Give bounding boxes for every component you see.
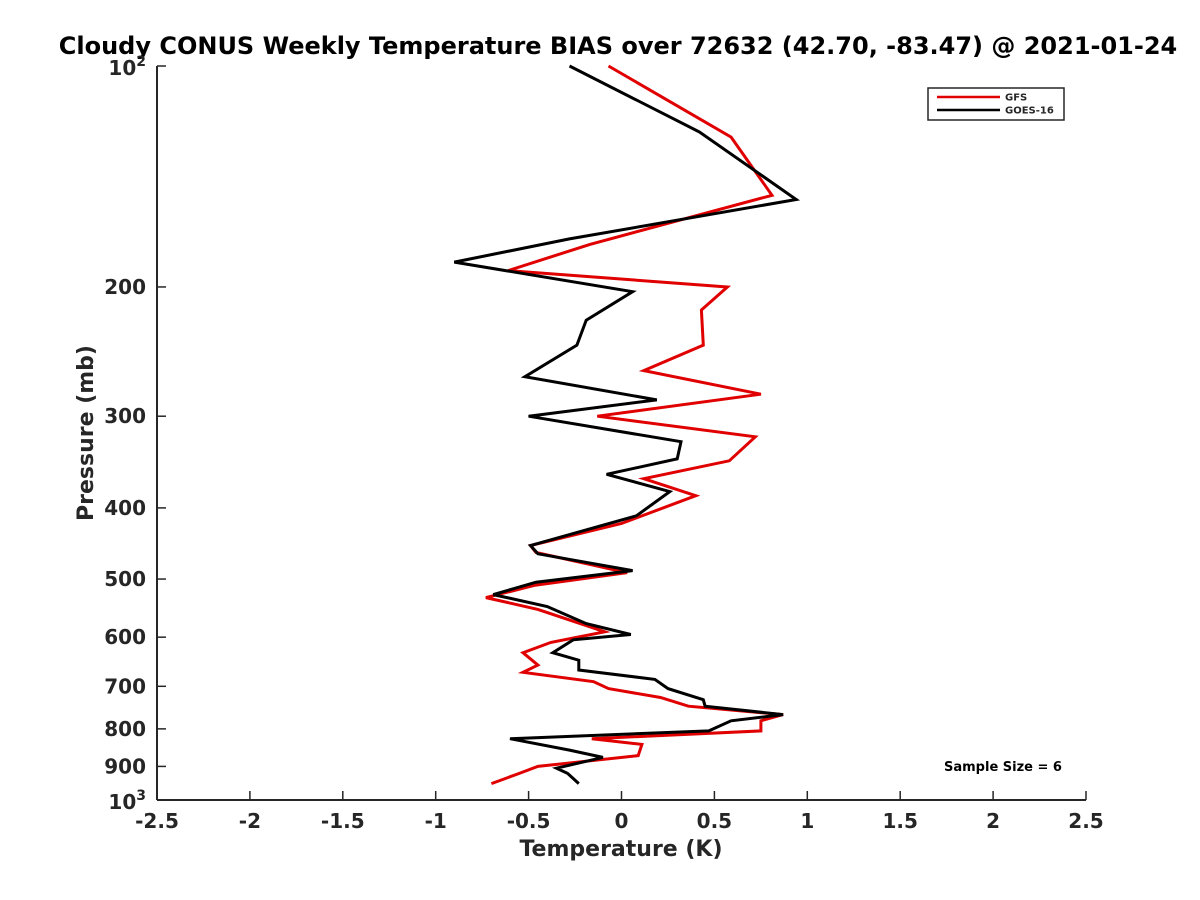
- x-axis-label: Temperature (K): [519, 837, 722, 862]
- y-tick-label: 500: [104, 567, 146, 591]
- y-tick-exponent: 2: [136, 54, 146, 70]
- series-line-goes16: [454, 64, 801, 785]
- y-tick-exponent: 3: [136, 788, 146, 804]
- series-line-gfs: [485, 64, 784, 786]
- x-tick-label: -2.5: [135, 809, 179, 833]
- x-ticks: -2.5 -2 -1.5 -1 -0.5 0 0.5 1 1.5 2 2.5: [135, 791, 1104, 833]
- x-tick-label: 1.5: [882, 809, 917, 833]
- series-lines: [454, 64, 801, 786]
- x-tick-label: 1: [800, 809, 814, 833]
- legend: GFS GOES-16: [927, 87, 1065, 121]
- x-tick-label: -0.5: [507, 809, 551, 833]
- y-tick-base: 10: [108, 790, 136, 814]
- y-tick-label: 700: [104, 674, 146, 698]
- y-axis-label: Pressure (mb): [74, 345, 99, 521]
- y-tick-label: 600: [104, 625, 146, 649]
- y-tick-label: 103: [108, 788, 146, 814]
- y-tick-label: 200: [104, 275, 146, 299]
- legend-label-gfs: GFS: [1005, 93, 1027, 104]
- x-tick-label: -2: [239, 809, 261, 833]
- y-tick-label: 800: [104, 717, 146, 741]
- x-tick-label: -1: [425, 809, 447, 833]
- y-tick-base: 10: [108, 56, 136, 80]
- y-tick-label: 900: [104, 754, 146, 778]
- x-tick-label: 0: [615, 809, 629, 833]
- y-tick-label: 300: [104, 404, 146, 428]
- y-tick-label: 400: [104, 496, 146, 520]
- x-tick-label: 2.5: [1068, 809, 1103, 833]
- legend-label-goes16: GOES-16: [1005, 106, 1054, 117]
- plot-area: -2.5 -2 -1.5 -1 -0.5 0 0.5 1 1.5 2 2.5 10220030040…: [104, 54, 1103, 833]
- x-tick-label: 2: [986, 809, 1000, 833]
- legend-box: [927, 87, 1065, 121]
- chart-title: Cloudy CONUS Weekly Temperature BIAS ove…: [59, 32, 1177, 60]
- sample-size-annotation: Sample Size = 6: [944, 760, 1062, 775]
- x-tick-label: -1.5: [321, 809, 365, 833]
- y-tick-label: 102: [108, 54, 146, 80]
- x-tick-label: 0.5: [697, 809, 732, 833]
